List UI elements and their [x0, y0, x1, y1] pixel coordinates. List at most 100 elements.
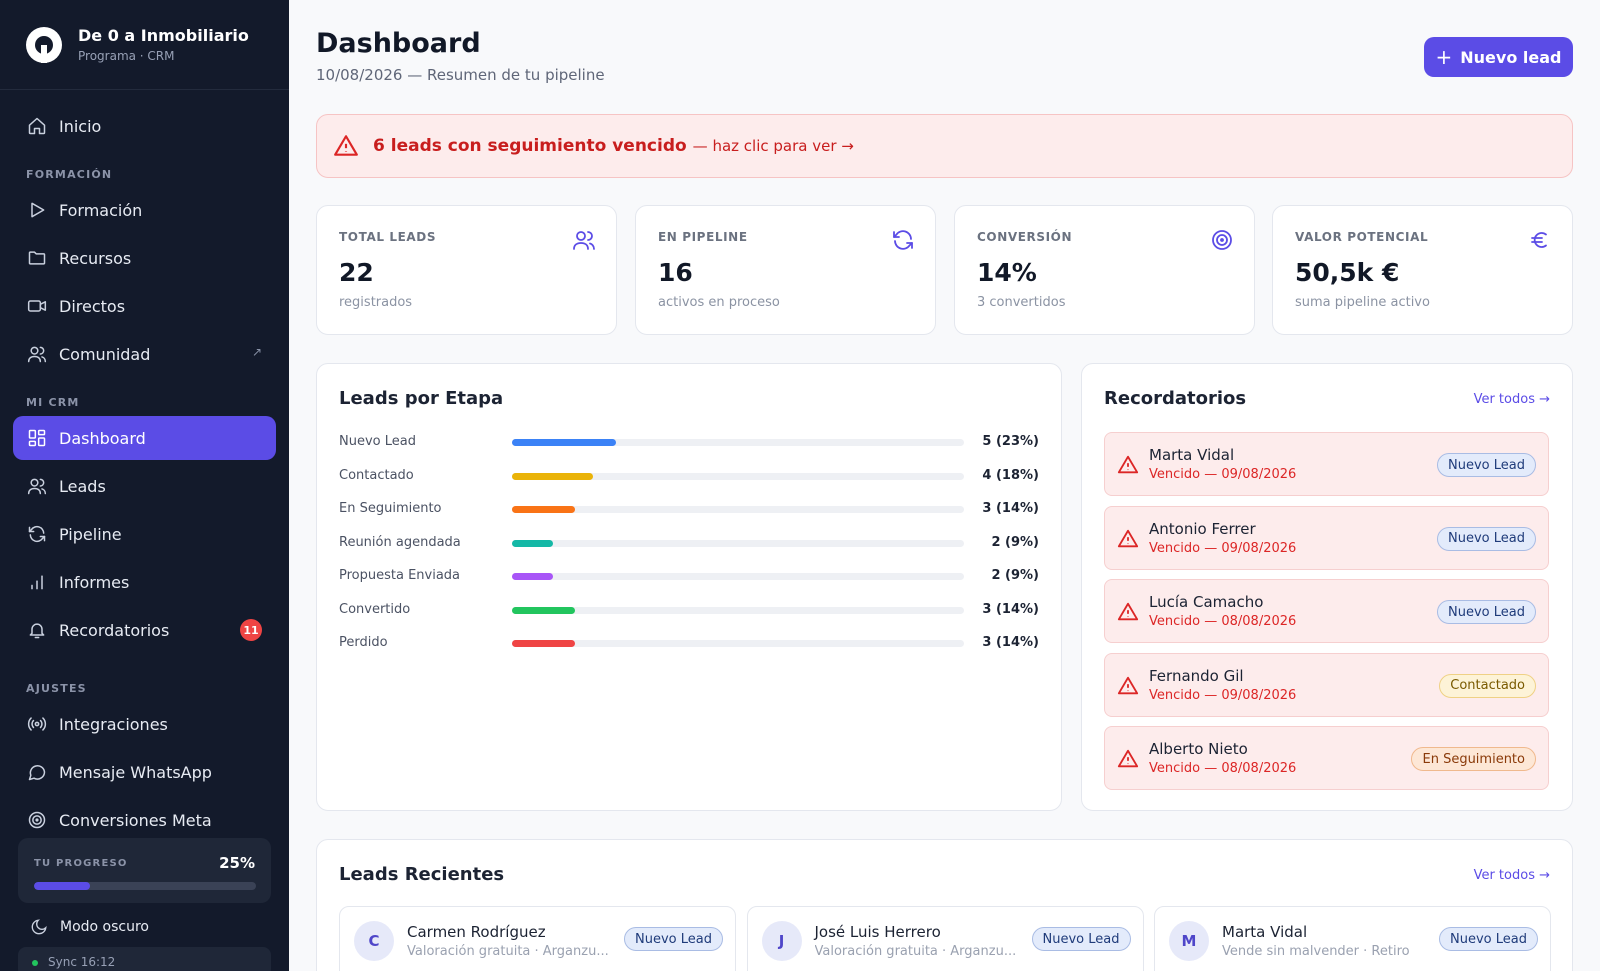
avatar: M [1169, 921, 1209, 961]
sidebar-item-label: Conversiones Meta [59, 810, 212, 830]
target-icon [1210, 228, 1234, 252]
reminder-name: Lucía Camacho [1149, 593, 1264, 611]
stage-value: 2 (9%) [991, 534, 1039, 550]
stage-bar [512, 472, 964, 480]
bell-icon [27, 620, 47, 640]
stage-tag: Nuevo Lead [1437, 600, 1536, 624]
reminder-item[interactable]: Antonio Ferrer Vencido — 09/08/2026 Nuevo … [1104, 505, 1549, 570]
page-subtitle: 10/08/2026 — Resumen de tu pipeline [316, 66, 605, 84]
new-lead-button[interactable]: + Nuevo lead [1424, 37, 1573, 77]
sidebar-item-leads[interactable]: Leads [13, 464, 276, 508]
recent-lead-card[interactable]: M Marta Vidal Vende sin malvender · Retiro… [1154, 906, 1551, 971]
recent-lead-card[interactable]: C Carmen Rodríguez Valoración gratuita · A… [339, 906, 736, 971]
sidebar-item-inicio[interactable]: Inicio [13, 104, 276, 148]
warning-icon [1117, 676, 1139, 694]
stage-row: Perdido 3 (14%) [339, 633, 1039, 653]
users-icon [27, 344, 47, 364]
reminder-date: Vencido — 09/08/2026 [1149, 540, 1297, 556]
stage-name: Propuesta Enviada [339, 568, 461, 583]
stage-bar-fill [512, 539, 553, 547]
sidebar-item-label: Recursos [59, 248, 132, 268]
euro-icon [1528, 228, 1552, 252]
reminder-name: Alberto Nieto [1149, 740, 1248, 758]
sidebar-item-formacion[interactable]: Formación [13, 188, 276, 232]
stage-name: Perdido [339, 635, 388, 650]
sidebar-item-directos[interactable]: Directos [13, 284, 276, 328]
stat-sub: registrados [339, 295, 413, 310]
folder-icon [27, 248, 47, 268]
grid-icon [27, 428, 47, 448]
avatar: J [761, 921, 802, 961]
plus-icon: + [1435, 45, 1453, 69]
sidebar-item-label: Comunidad [59, 344, 151, 364]
sidebar-item-pipeline[interactable]: Pipeline [13, 512, 276, 556]
reminder-item[interactable]: Fernando Gil Vencido — 09/08/2026 Contacta… [1104, 652, 1549, 717]
recent-lead-card[interactable]: J José Luis Herrero Valoración gratuita · … [746, 906, 1144, 971]
warning-icon [1117, 602, 1139, 621]
avatar: C [354, 921, 394, 961]
card-title: Recordatorios [1104, 388, 1247, 409]
stage-row: Convertido 3 (14%) [339, 600, 1039, 620]
lead-description: Valoración gratuita · Arganzu... [814, 944, 1017, 959]
overdue-alert[interactable]: 6 leads con seguimiento vencido — haz cl… [316, 114, 1573, 178]
card-title: Leads por Etapa [339, 388, 504, 409]
stage-bar [512, 606, 964, 614]
stat-card-conversion: CONVERSIÓN 14% 3 convertidos [954, 205, 1255, 335]
notification-badge: 11 [240, 619, 262, 641]
lead-description: Vende sin malvender · Retiro [1222, 944, 1410, 959]
sidebar-item-conversiones-meta[interactable]: Conversiones Meta [13, 798, 276, 842]
stage-value: 3 (14%) [982, 635, 1039, 650]
stage-tag: En Seguimiento [1411, 747, 1536, 771]
brand[interactable]: De 0 a Inmobiliario Programa · CRM [0, 0, 289, 90]
dark-mode-toggle[interactable]: Modo oscuro [30, 918, 149, 936]
section-formacion: FORMACIÓN [26, 168, 113, 181]
users-icon [572, 228, 596, 252]
sidebar-item-integraciones[interactable]: Integraciones [13, 702, 276, 746]
sidebar-item-recordatorios[interactable]: Recordatorios 11 [13, 608, 276, 652]
warning-icon [1117, 749, 1139, 768]
refresh-icon [891, 228, 915, 252]
stage-tag: Contactado [1439, 673, 1536, 698]
stat-sub: suma pipeline activo [1295, 295, 1430, 310]
alert-link[interactable]: — haz clic para ver → [692, 137, 854, 155]
stage-row: En Seguimiento 3 (14%) [339, 499, 1039, 519]
progress-bar [34, 882, 256, 890]
leads-by-stage-card: Leads por Etapa Nuevo Lead 5 (23%) Contact… [316, 363, 1062, 811]
reminder-date: Vencido — 09/08/2026 [1149, 467, 1297, 482]
reminder-date: Vencido — 08/08/2026 [1149, 614, 1297, 629]
sidebar-item-informes[interactable]: Informes [13, 560, 276, 604]
stage-bar [512, 439, 964, 446]
stage-bar [512, 539, 964, 547]
external-link-icon: ↗ [251, 345, 262, 359]
stage-name: Reunión agendada [339, 534, 461, 550]
reminder-item[interactable]: Alberto Nieto Vencido — 08/08/2026 En Segu… [1104, 726, 1549, 790]
alert-message: 6 leads con seguimiento vencido [373, 136, 687, 156]
stage-bar [512, 573, 964, 580]
sidebar-item-label: Dashboard [59, 428, 146, 448]
sidebar-item-comunidad[interactable]: Comunidad ↗ [13, 332, 276, 376]
progress-value: 25% [219, 854, 255, 872]
section-crm: MI CRM [26, 396, 80, 409]
warning-icon [1117, 455, 1139, 474]
reminders-view-all-link[interactable]: Ver todos → [1473, 392, 1550, 407]
stat-card-valor-potencial: VALOR POTENCIAL 50,5k € suma pipeline ac… [1272, 205, 1573, 335]
sidebar-item-whatsapp[interactable]: Mensaje WhatsApp [13, 750, 276, 794]
stage-bar-fill [512, 640, 576, 647]
chat-icon [27, 762, 47, 782]
play-icon [27, 200, 47, 220]
sidebar-item-dashboard[interactable]: Dashboard [13, 416, 276, 460]
reminder-item[interactable]: Marta Vidal Vencido — 09/08/2026 Nuevo Lea… [1104, 432, 1549, 496]
stage-name: Nuevo Lead [339, 434, 416, 449]
recent-leads-view-all-link[interactable]: Ver todos → [1473, 868, 1550, 883]
sidebar-item-recursos[interactable]: Recursos [13, 236, 276, 280]
stage-bar-fill [512, 439, 616, 446]
reminder-item[interactable]: Lucía Camacho Vencido — 08/08/2026 Nuevo L… [1104, 579, 1549, 643]
reminder-name: Marta Vidal [1149, 446, 1235, 464]
sidebar: De 0 a Inmobiliario Programa · CRM Inici… [0, 0, 289, 971]
stage-row: Contactado 4 (18%) [339, 466, 1039, 486]
home-icon [27, 116, 47, 136]
sidebar-item-label: Pipeline [59, 524, 122, 544]
brand-logo-icon [26, 26, 62, 63]
brand-subtitle: Programa · CRM [78, 49, 175, 63]
sync-label: Sync 16:12 [48, 955, 116, 969]
